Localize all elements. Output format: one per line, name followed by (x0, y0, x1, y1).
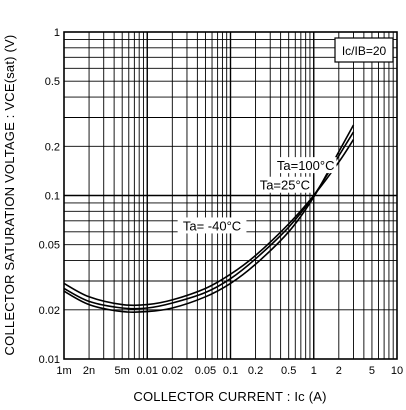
y-tick-labels: 1 0.5 0.2 0.1 0.05 0.02 0.01 (39, 27, 60, 366)
series-layer (63, 124, 355, 314)
x-tick-label: 1m (56, 365, 71, 377)
annotation-bg-1 (257, 176, 313, 193)
x-tick-label: 2n (83, 365, 95, 377)
x-tick-label: 0.01 (137, 365, 158, 377)
annotations: Ta=100°C Ta=25°C Ta= -40°C (177, 157, 337, 234)
y-tick-label: 0.01 (39, 354, 60, 366)
x-axis-title: COLLECTOR CURRENT : Ic (A) (133, 389, 326, 404)
condition-legend-text: Ic/IB=20 (342, 44, 387, 58)
x-tick-label: 0.05 (195, 365, 216, 377)
condition-legend-box (334, 37, 394, 63)
x-tick-label: 5 (369, 365, 375, 377)
y-tick-label: 0.1 (45, 191, 60, 203)
y-axis-title: COLLECTOR SATURATION VOLTAGE : VCE(sat) … (2, 35, 17, 356)
x-tick-label: 0.2 (248, 365, 263, 377)
series-line-2 (63, 124, 355, 314)
y-tick-label: 0.05 (39, 240, 60, 252)
y-tick-label: 0.5 (45, 76, 60, 88)
condition-legend: Ic/IB=20 (334, 37, 394, 63)
annotation-bg-0 (274, 157, 337, 174)
y-tick-label: 0.02 (39, 305, 60, 317)
x-tick-label: 0.02 (162, 365, 183, 377)
x-tick-label: 0.5 (281, 365, 296, 377)
series-annotation-0: Ta=100°C (277, 158, 335, 173)
annotation-bg-2 (177, 217, 247, 234)
x-tick-label: 10 (391, 365, 403, 377)
x-tick-label: 5m (115, 365, 130, 377)
x-tick-label: 2 (336, 365, 342, 377)
x-tick-label: 0.1 (223, 365, 238, 377)
y-tick-label: 1 (54, 27, 60, 39)
series-annotation-2: Ta= -40°C (183, 218, 241, 233)
plot-border (63, 31, 398, 360)
series-annotation-1: Ta=25°C (260, 178, 310, 193)
x-tick-labels: 1m 2n 5m 0.01 0.02 0.05 0.1 0.2 0.5 1 2 5 10 (56, 365, 403, 377)
y-tick-label: 0.2 (45, 141, 60, 153)
x-tick-label: 1 (311, 365, 317, 377)
